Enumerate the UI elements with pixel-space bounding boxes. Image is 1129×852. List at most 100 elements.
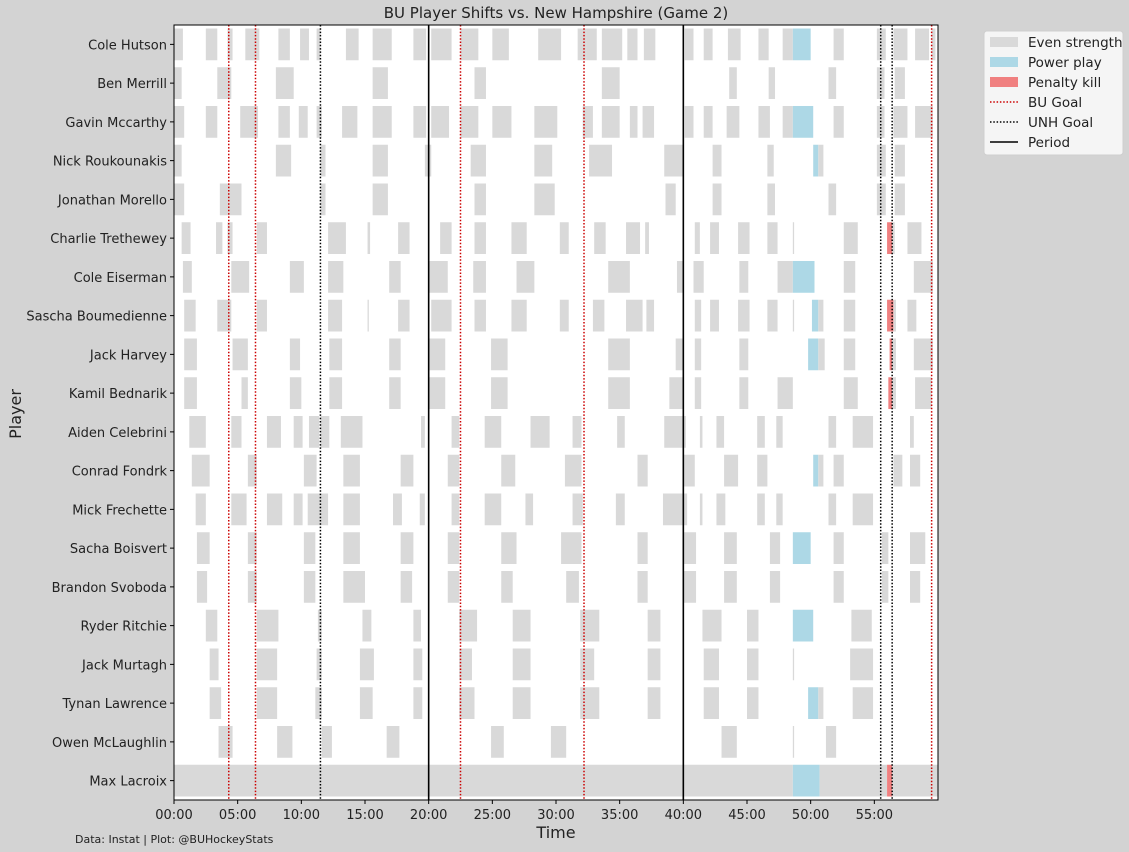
shift-bar-even: [460, 105, 479, 138]
shift-bar-even: [240, 105, 259, 138]
shift-bar-even: [580, 609, 600, 642]
shift-bar-even: [712, 183, 722, 216]
shift-bar-even: [247, 454, 257, 487]
shift-bar-even: [792, 299, 795, 332]
shift-bar-even: [307, 493, 321, 526]
shift-bar-even: [693, 260, 704, 293]
shift-bar-even: [881, 570, 889, 603]
shift-bar-even: [174, 183, 185, 216]
player-label: Jack Murtagh: [81, 658, 167, 673]
shift-bar-even: [881, 532, 889, 565]
shift-bar-even: [209, 648, 219, 681]
shift-bar-even: [367, 222, 371, 255]
x-tick-label: 15:00: [346, 808, 383, 823]
shift-bar-even: [362, 609, 372, 642]
shift-bar-even: [586, 28, 597, 61]
shift-bar-even: [828, 183, 837, 216]
shift-bar-even: [343, 493, 360, 526]
shift-bar-even: [474, 222, 486, 255]
shift-bar-even: [451, 493, 460, 526]
shift-bar-even: [852, 687, 874, 720]
shift-bar-even: [534, 183, 555, 216]
shift-bar-even: [758, 105, 770, 138]
player-label: Sacha Boisvert: [70, 542, 167, 557]
shift-bar-even: [665, 183, 676, 216]
shift-bar-even: [413, 28, 427, 61]
shift-bar-even: [196, 570, 208, 603]
shift-bar-even: [329, 377, 343, 410]
shift-bar-even: [833, 28, 844, 61]
shift-bar-even: [447, 570, 460, 603]
shift-bar-even: [769, 570, 781, 603]
shift-bar-even: [512, 687, 531, 720]
shift-bar-even: [217, 299, 232, 332]
shift-bar-even: [372, 67, 388, 100]
shift-bar-even: [694, 338, 702, 371]
shift-bar-even: [492, 105, 512, 138]
shift-bar-even: [647, 687, 661, 720]
player-label: Owen McLaughlin: [52, 736, 167, 751]
player-label: Brandon Svoboda: [52, 581, 167, 596]
shift-bar-even: [413, 687, 423, 720]
shift-bar-even: [608, 338, 630, 371]
shift-bar-even: [828, 415, 837, 448]
shift-bar-pk: [889, 338, 893, 371]
player-label: Ben Merrill: [97, 77, 167, 92]
shift-bar-even: [205, 28, 218, 61]
shift-bar-even: [389, 338, 401, 371]
shift-bar-even: [646, 299, 655, 332]
shift-bar-even: [664, 144, 684, 177]
shift-bar-even: [241, 377, 248, 410]
x-tick-label: 00:00: [155, 808, 192, 823]
player-label: Sascha Boumedienne: [26, 310, 167, 325]
x-tick-label: 30:00: [537, 808, 574, 823]
shift-bar-even: [739, 260, 749, 293]
shift-bar-even: [931, 28, 936, 61]
shift-bar-even: [782, 105, 793, 138]
shift-bar-even: [892, 377, 896, 410]
shift-bar-even: [913, 338, 933, 371]
shift-bar-even: [572, 415, 582, 448]
shift-bar-even: [758, 28, 769, 61]
shift-bar-pp: [792, 609, 814, 642]
shift-bar-even: [189, 415, 206, 448]
shift-bar-even: [231, 415, 242, 448]
player-label: Charlie Trethewey: [50, 232, 167, 247]
shift-bar-even: [833, 454, 844, 487]
shift-bar-even: [843, 338, 856, 371]
shift-bar-even: [580, 648, 595, 681]
shift-bar-even: [316, 28, 321, 61]
shift-bar-even: [577, 28, 587, 61]
shift-bar-even: [275, 144, 292, 177]
shift-bar-even: [256, 299, 267, 332]
shift-bar-even: [757, 415, 765, 448]
shift-bar-even: [320, 415, 330, 448]
shift-bar-even: [289, 377, 302, 410]
shift-bar-even: [757, 493, 765, 526]
shift-bar-even: [818, 299, 824, 332]
shift-bar-pp: [808, 338, 819, 371]
x-tick-label: 25:00: [474, 808, 511, 823]
shift-bar-even: [231, 260, 250, 293]
data-credit: Data: Instat | Plot: @BUHockeyStats: [75, 833, 274, 846]
shift-bar-even: [470, 144, 486, 177]
shift-bar-even: [724, 454, 739, 487]
x-tick-label: 55:00: [856, 808, 893, 823]
shift-bar-even: [491, 338, 508, 371]
shift-bar-even: [534, 105, 558, 138]
shift-bar-even: [626, 222, 641, 255]
shift-bar-even: [300, 28, 309, 61]
shift-bar-even: [484, 493, 502, 526]
shift-bar-even: [174, 28, 183, 61]
plot-area: [174, 25, 938, 800]
shift-bar-even: [473, 260, 486, 293]
shift-bar-even: [647, 648, 661, 681]
shift-bar-even: [492, 28, 509, 61]
event-lines: [228, 25, 933, 800]
shift-bar-even: [372, 28, 392, 61]
shift-bar-even: [852, 493, 874, 526]
shift-bar-even: [303, 454, 317, 487]
shift-bar-even: [792, 222, 795, 255]
shift-bar-even: [582, 105, 593, 138]
